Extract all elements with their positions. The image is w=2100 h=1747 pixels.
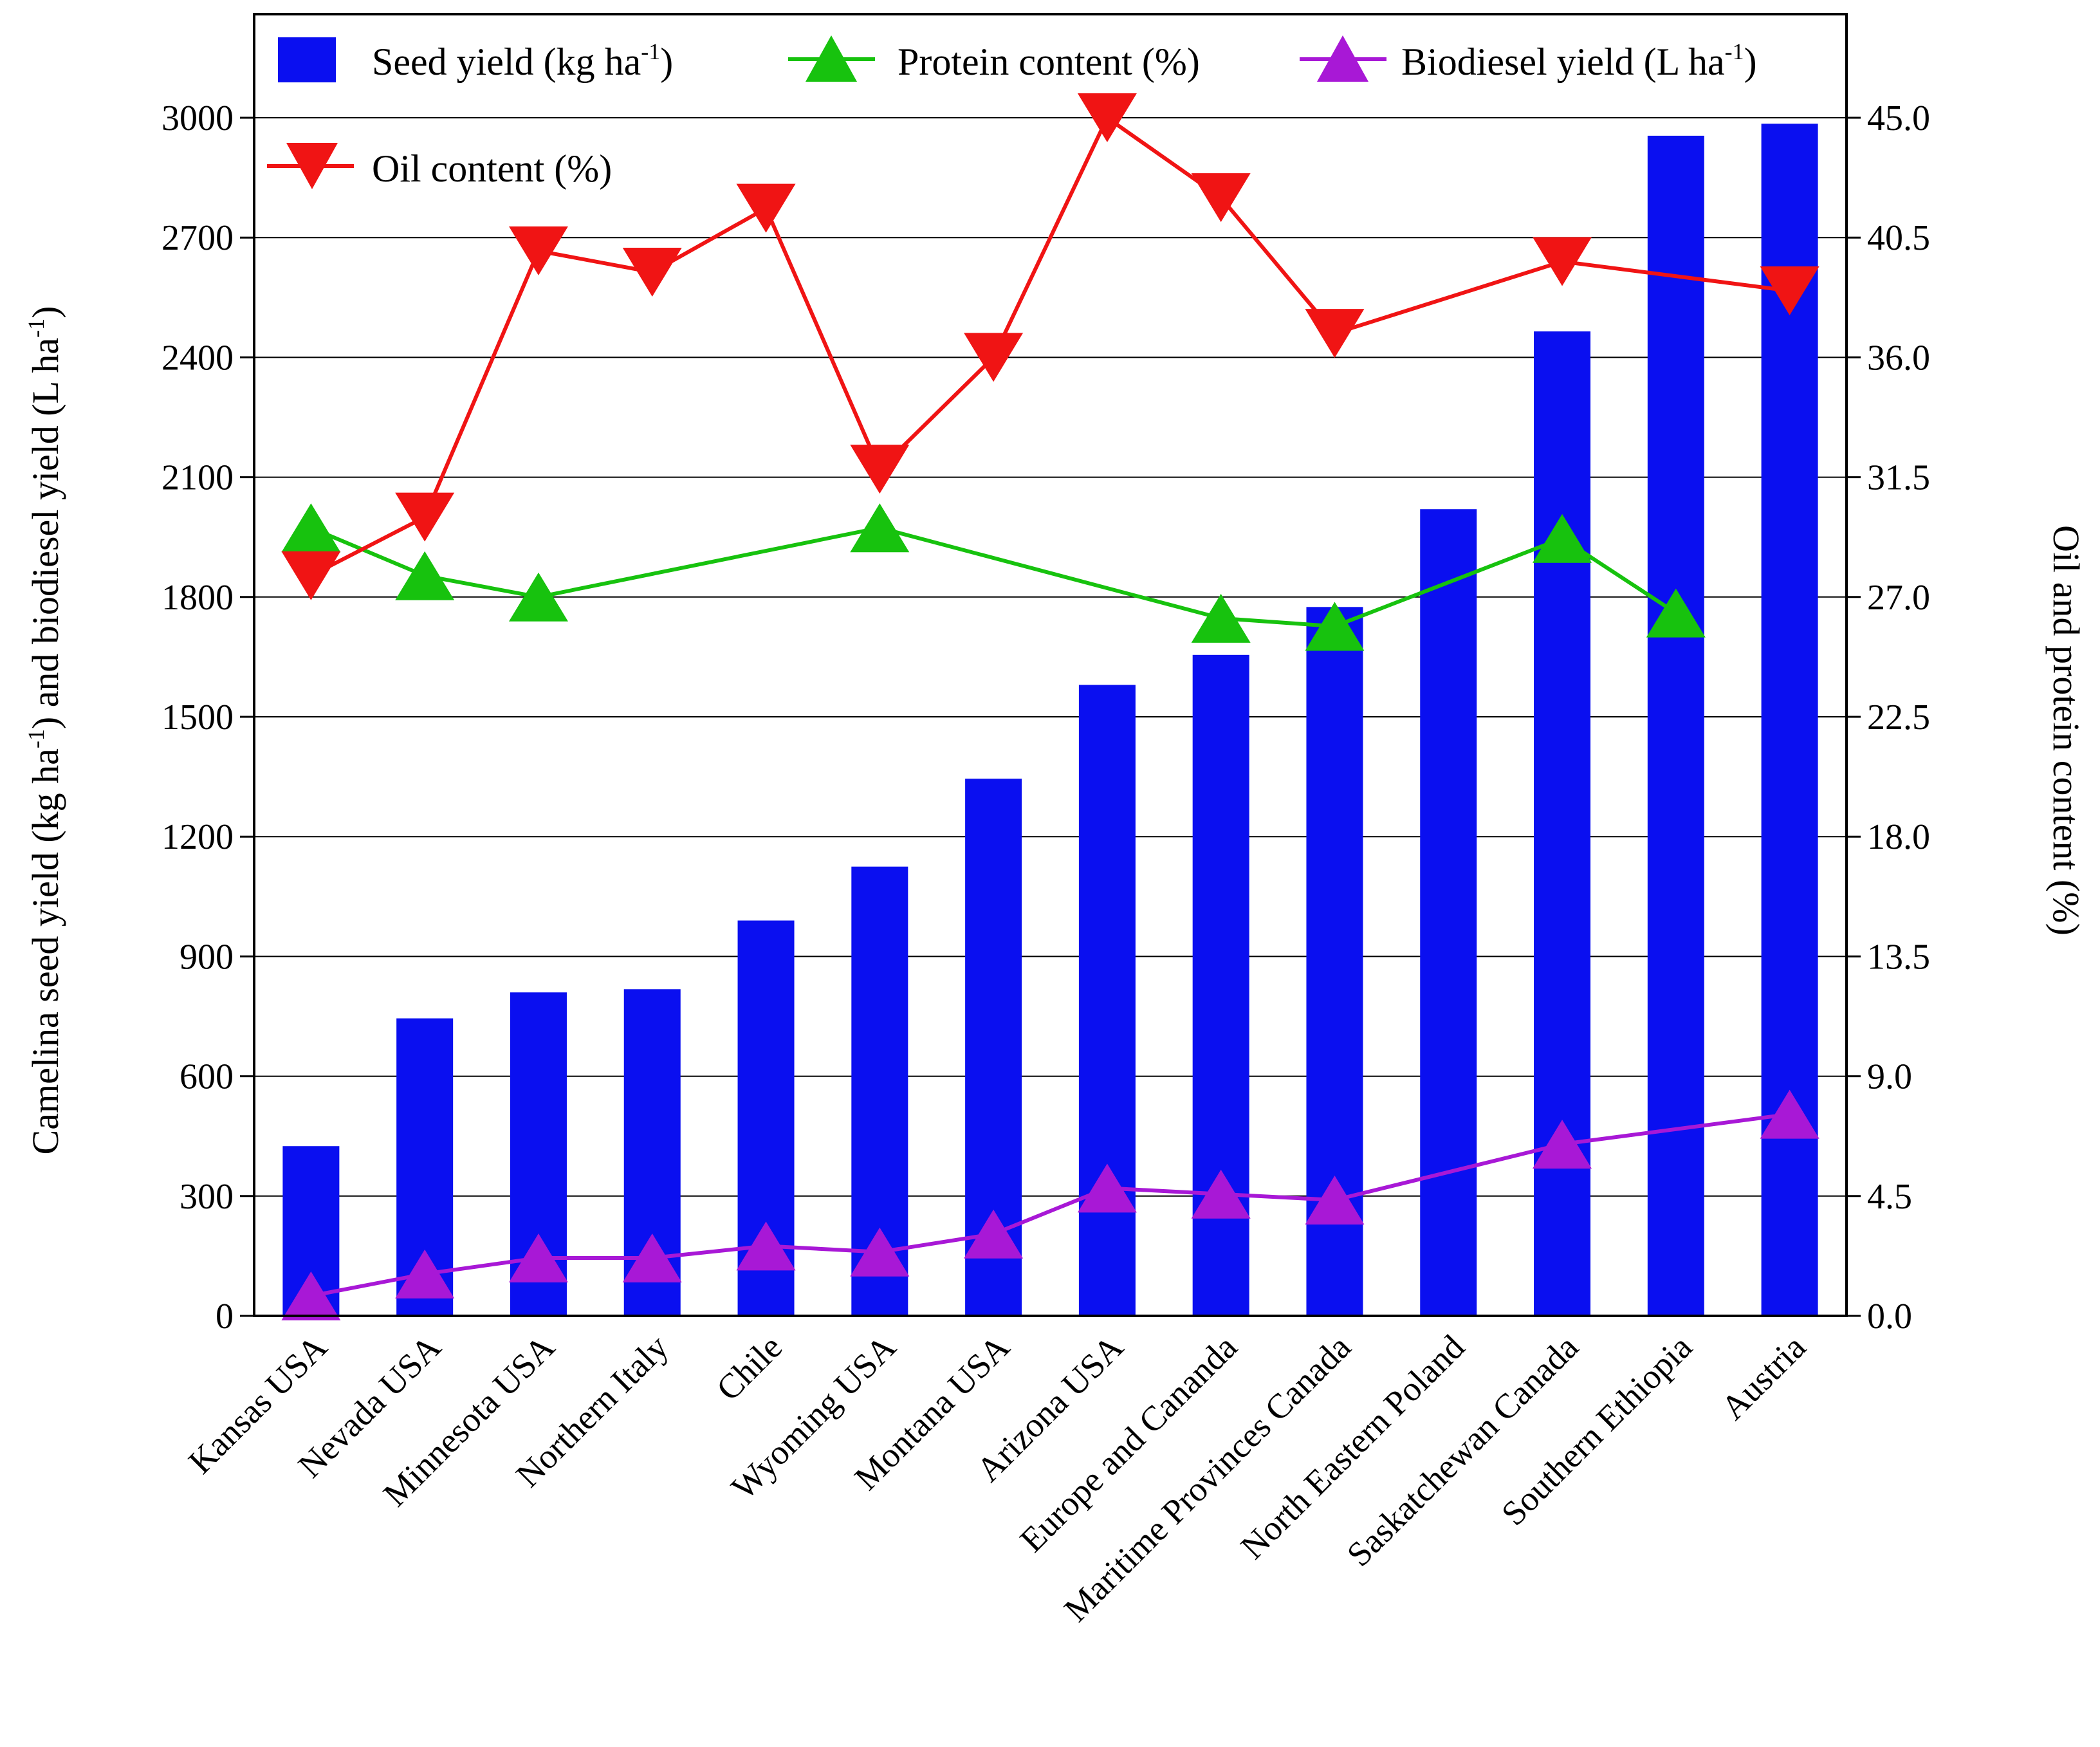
point-marker bbox=[1191, 173, 1251, 223]
point-marker bbox=[281, 503, 341, 553]
point-marker bbox=[508, 226, 568, 275]
legend-label-seed-yield: Seed yield (kg ha-1) bbox=[372, 39, 673, 83]
right-tick-label: 45.0 bbox=[1867, 98, 1930, 138]
point-marker bbox=[850, 1227, 910, 1277]
left-tick-label: 1200 bbox=[161, 817, 234, 857]
right-tick-label: 18.0 bbox=[1867, 817, 1930, 857]
category-label: Southern Ethiopia bbox=[1494, 1327, 1699, 1533]
left-tick-label: 900 bbox=[180, 937, 234, 977]
left-tick-label: 1800 bbox=[161, 578, 234, 618]
point-marker bbox=[622, 247, 682, 297]
point-marker bbox=[1760, 266, 1819, 315]
right-tick-label: 27.0 bbox=[1867, 578, 1930, 618]
right-axis-title: Oil and protein content (%) bbox=[2045, 525, 2087, 936]
point-marker bbox=[1077, 1163, 1137, 1213]
series-line bbox=[310, 526, 1677, 629]
point-marker bbox=[850, 503, 910, 553]
series-line bbox=[310, 116, 1790, 578]
point-marker bbox=[1760, 1089, 1819, 1139]
legend-label-protein: Protein content (%) bbox=[898, 41, 1200, 83]
series-line bbox=[310, 1112, 1790, 1298]
bar bbox=[1078, 685, 1136, 1316]
category-label: Austria bbox=[1713, 1327, 1813, 1427]
left-tick-label: 300 bbox=[180, 1177, 234, 1217]
point-marker bbox=[1305, 1176, 1365, 1225]
bar bbox=[1647, 135, 1704, 1317]
point-marker bbox=[508, 1234, 568, 1283]
legend-swatch-seed-yield bbox=[278, 37, 336, 82]
category-label: Chile bbox=[709, 1327, 789, 1408]
point-marker bbox=[1533, 513, 1592, 563]
point-marker bbox=[1191, 593, 1251, 643]
right-tick-label: 9.0 bbox=[1867, 1057, 1912, 1097]
legend-marker-oil bbox=[286, 143, 338, 189]
point-marker bbox=[1533, 237, 1592, 286]
point-marker bbox=[1533, 1120, 1592, 1169]
point-marker bbox=[736, 1221, 796, 1271]
right-tick-label: 36.0 bbox=[1867, 338, 1930, 378]
line-series bbox=[281, 93, 1819, 1320]
point-marker bbox=[964, 333, 1024, 382]
point-marker bbox=[395, 551, 455, 600]
point-marker bbox=[1305, 309, 1365, 358]
right-tick-label: 40.5 bbox=[1867, 218, 1930, 258]
point-marker bbox=[395, 1249, 455, 1299]
right-tick-label: 31.5 bbox=[1867, 458, 1930, 498]
point-marker bbox=[1077, 93, 1137, 142]
category-label: Europe and Cananda bbox=[1013, 1327, 1245, 1560]
point-marker bbox=[395, 492, 455, 542]
plot-frame bbox=[253, 13, 1848, 1317]
legend-marker-protein bbox=[806, 35, 857, 82]
legend-item-oil: Oil content (%) bbox=[267, 143, 612, 190]
point-marker bbox=[1305, 602, 1365, 651]
legend-marker-biodiesel bbox=[1317, 35, 1368, 82]
point-marker bbox=[508, 572, 568, 622]
right-tick-label: 22.5 bbox=[1867, 698, 1930, 737]
legend-item-protein: Protein content (%) bbox=[788, 35, 1200, 83]
point-marker bbox=[1191, 1169, 1251, 1219]
legend-label-oil: Oil content (%) bbox=[372, 147, 612, 190]
bar bbox=[1420, 509, 1477, 1316]
point-marker bbox=[850, 445, 910, 494]
gridlines bbox=[254, 117, 1847, 1197]
point-marker bbox=[1646, 588, 1706, 638]
right-tick-label: 4.5 bbox=[1867, 1177, 1912, 1217]
point-marker bbox=[736, 183, 796, 233]
left-axis-title: Camelina seed yield (kg ha-1) and biodie… bbox=[23, 306, 66, 1155]
legend: Seed yield (kg ha-1) Protein content (%)… bbox=[267, 35, 1757, 190]
category-label: North Eastern Poland bbox=[1233, 1327, 1472, 1566]
legend-label-biodiesel: Biodiesel yield (L ha-1) bbox=[1401, 39, 1757, 83]
point-marker bbox=[281, 551, 341, 600]
right-tick-label: 0.0 bbox=[1867, 1297, 1912, 1336]
point-marker bbox=[622, 1234, 682, 1283]
bar-series bbox=[282, 124, 1818, 1317]
left-tick-label: 1500 bbox=[161, 698, 234, 737]
point-marker bbox=[964, 1209, 1024, 1259]
left-tick-label: 2100 bbox=[161, 458, 234, 498]
left-tick-label: 600 bbox=[180, 1057, 234, 1097]
legend-item-seed-yield: Seed yield (kg ha-1) bbox=[278, 37, 673, 83]
right-tick-label: 13.5 bbox=[1867, 937, 1930, 977]
left-tick-label: 2400 bbox=[161, 338, 234, 378]
left-tick-label: 2700 bbox=[161, 218, 234, 258]
left-tick-label: 0 bbox=[216, 1297, 234, 1336]
point-marker bbox=[281, 1271, 341, 1320]
legend-item-biodiesel: Biodiesel yield (L ha-1) bbox=[1300, 35, 1757, 83]
left-tick-label: 3000 bbox=[161, 98, 234, 138]
